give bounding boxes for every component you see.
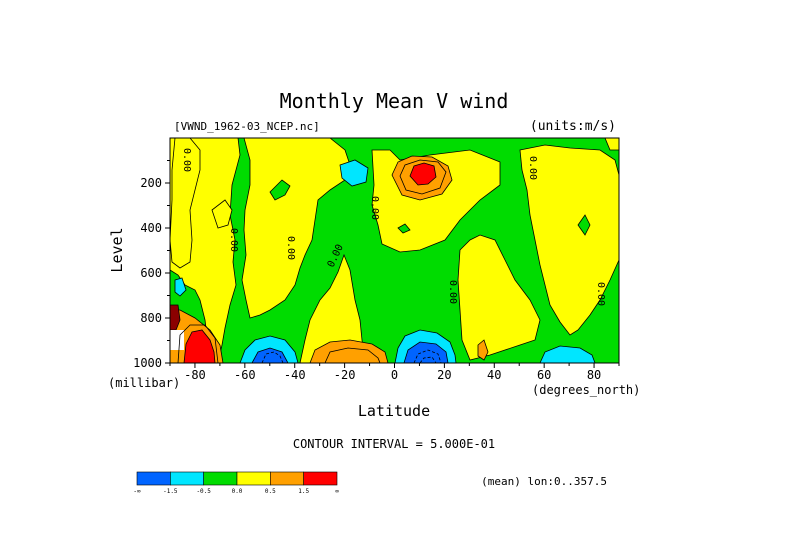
colorbar-swatch — [236, 471, 271, 486]
colorbar-swatch — [170, 471, 204, 486]
contour-label: 0.00 — [228, 228, 239, 252]
x-units-label: (degrees_north) — [532, 383, 640, 397]
green-islands — [269, 179, 591, 236]
footer-label: (mean) lon:0..357.5 — [481, 475, 607, 488]
x-tick-label: 20 — [437, 368, 451, 382]
y-axis: 200 400 600 800 1000 — [133, 160, 170, 370]
contour-label: 0.00 — [527, 156, 538, 180]
plot-area — [170, 138, 619, 363]
blue-regions — [251, 341, 449, 363]
yellow-region-south-surface — [299, 253, 366, 363]
solid-contour-south-mid — [324, 347, 381, 363]
contour-label: 0.00 — [595, 282, 606, 306]
contour-label: 0.00 — [369, 196, 380, 220]
contour-interval-label: CONTOUR INTERVAL = 5.000E-01 — [293, 437, 495, 451]
cyan-region-north-surface — [539, 345, 596, 363]
dashed-contour-1 — [261, 351, 284, 363]
yellow-region-left-upper — [211, 199, 233, 229]
cyan-region-south-left — [174, 277, 187, 297]
x-tick-label: -60 — [234, 368, 256, 382]
colorbar-tick-label: -1.5 — [163, 488, 178, 495]
colorbar-swatch — [203, 471, 238, 486]
colorbar-tick-label: -0.5 — [196, 488, 211, 495]
y-tick-label: 1000 — [133, 356, 162, 370]
dark-red-region-south — [170, 304, 181, 331]
colorbar-tick-label: -∞ — [133, 488, 141, 495]
colorbar-tick-label: 0.0 — [232, 488, 243, 495]
x-tick-label: -40 — [284, 368, 306, 382]
yellow-region-north-upper-right — [604, 138, 619, 151]
y-tick-label: 400 — [140, 221, 162, 235]
colorbar-tick-label: 0.5 — [265, 488, 276, 495]
y-tick-label: 600 — [140, 266, 162, 280]
green-island-north — [577, 214, 591, 236]
blue-region-subtropics-surface — [251, 347, 289, 363]
x-tick-label: -20 — [334, 368, 356, 382]
yellow-region-northmid — [457, 234, 541, 361]
x-tick-label: 80 — [587, 368, 601, 382]
green-island-upper-left — [269, 179, 291, 201]
colorbar-tick-label: ∞ — [335, 488, 339, 495]
dashed-contour-2 — [413, 349, 442, 363]
dashed-contour-3 — [419, 356, 437, 363]
x-axis: -80 -60 -40 -20 0 20 40 60 80 — [169, 363, 620, 382]
contour-label: 0.00 — [181, 148, 192, 172]
units-label: (units:m/s) — [530, 119, 616, 134]
y-axis-title: Level — [108, 227, 126, 272]
orange-region-northmid-surface — [477, 339, 489, 361]
red-regions — [183, 162, 437, 363]
blue-region-tropics-surface — [403, 341, 449, 363]
solid-contour-upper — [399, 159, 447, 195]
colorbar-swatch — [303, 471, 338, 486]
cyan-region-upper — [339, 159, 369, 187]
y-units-label: (millibar) — [108, 376, 180, 390]
green-island-mid — [397, 223, 411, 234]
x-tick-label: 60 — [537, 368, 551, 382]
x-tick-label: 40 — [487, 368, 501, 382]
colorbar: -∞ -1.5 -0.5 0.0 0.5 1.5 ∞ — [133, 471, 339, 495]
colorbar-swatch — [270, 471, 304, 486]
red-region-upper-tropics — [409, 162, 437, 186]
contour-label: 0.00 — [447, 280, 458, 304]
x-tick-label: -80 — [184, 368, 206, 382]
red-region-south-surface — [183, 329, 216, 363]
dataset-label: [VWND_1962-03_NCEP.nc] — [174, 120, 320, 133]
solid-contours — [177, 159, 447, 363]
chart-title: Monthly Mean V wind — [280, 89, 509, 113]
y-tick-label: 200 — [140, 176, 162, 190]
orange-region-south-mid-surface — [309, 339, 389, 363]
x-axis-title: Latitude — [358, 402, 430, 420]
contour-label: 0.00 — [285, 236, 296, 260]
x-tick-label: 0 — [391, 368, 398, 382]
solid-contour-south — [177, 324, 219, 363]
yellow-region-north — [519, 144, 619, 336]
y-tick-label: 800 — [140, 311, 162, 325]
yellow-region-southwest-fill — [170, 138, 201, 269]
dashed-contours — [261, 349, 442, 363]
colorbar-tick-label: 1.5 — [298, 488, 309, 495]
colorbar-swatch — [136, 471, 171, 486]
